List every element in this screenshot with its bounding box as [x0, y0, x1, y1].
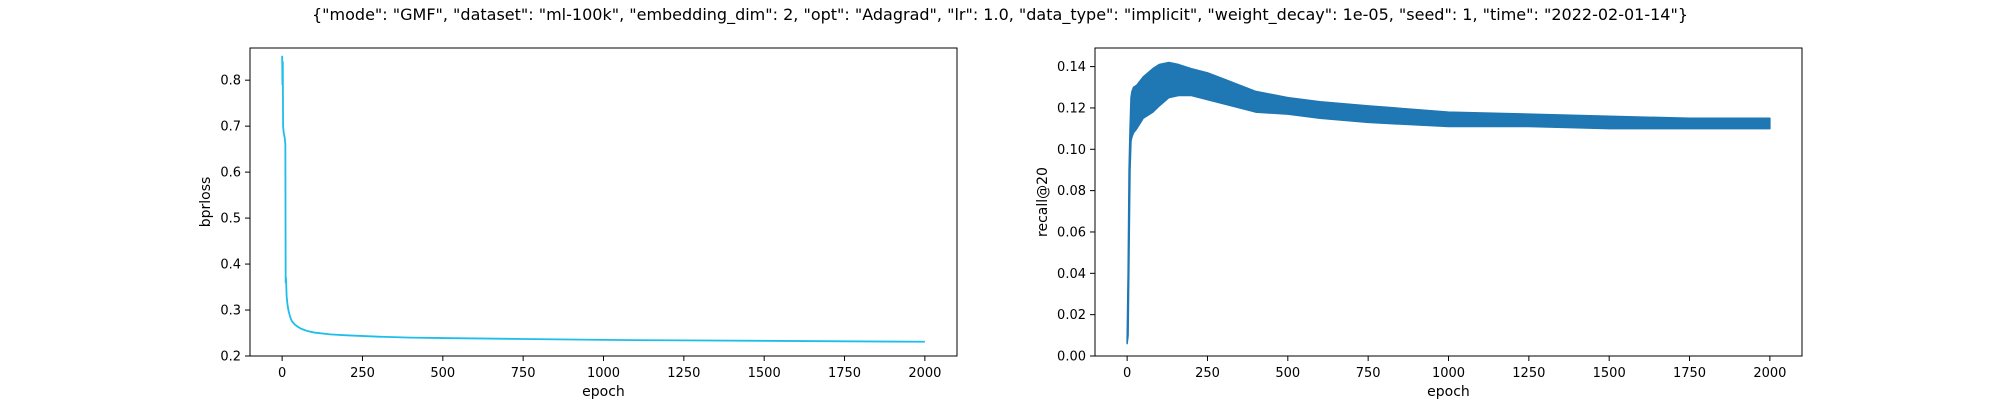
plot-bprloss-series [281, 55, 925, 343]
plot-recall-ylabel: recall@20 [1035, 167, 1051, 237]
x-tick-label: 1250 [1512, 366, 1545, 381]
y-tick-label: 0.8 [220, 74, 241, 89]
y-tick-label: 0.10 [1057, 143, 1086, 158]
y-tick-label: 0.08 [1057, 184, 1086, 199]
x-tick-label: 0 [1123, 366, 1131, 381]
x-tick-label: 1500 [1593, 366, 1626, 381]
plot-recall-x-ticks: 0 250 500 750 1000 1250 1500 1750 2000 [1123, 356, 1786, 381]
y-tick-label: 0.6 [220, 166, 241, 181]
y-tick-label: 0.3 [220, 304, 241, 319]
y-tick-label: 0.14 [1057, 60, 1086, 75]
plot-recall-xlabel: epoch [1427, 384, 1470, 400]
x-tick-label: 500 [1275, 366, 1300, 381]
x-tick-label: 1000 [1432, 366, 1465, 381]
x-tick-label: 750 [511, 366, 536, 381]
x-tick-label: 2000 [1753, 366, 1786, 381]
series-line [281, 55, 925, 343]
series-band [1126, 61, 1771, 345]
y-tick-label: 0.2 [220, 350, 241, 365]
plot-recall-series [1126, 61, 1771, 345]
plot-recall-y-ticks: 0.00 0.02 0.04 0.06 0.08 0.10 0.12 0.14 [1057, 60, 1095, 365]
x-tick-label: 1500 [748, 366, 781, 381]
plot-bprloss-frame [249, 47, 958, 357]
y-tick-label: 0.5 [220, 212, 241, 227]
x-tick-label: 250 [350, 366, 375, 381]
x-tick-label: 1750 [828, 366, 861, 381]
y-tick-label: 0.4 [220, 258, 241, 273]
plot-bprloss-y-ticks: 0.2 0.3 0.4 0.5 0.6 0.7 0.8 [220, 74, 250, 365]
plot-recall: 0 250 500 750 1000 1250 1500 1750 2000 0.000.020… [1035, 47, 1803, 400]
plot-bprloss-ylabel: bprloss [198, 177, 214, 228]
y-tick-label: 0.04 [1057, 267, 1086, 282]
x-tick-label: 2000 [908, 366, 941, 381]
plot-bprloss: 0 250 500 750 1000 1250 1500 1750 2000 0.2 0.3 0.4… [198, 47, 958, 400]
y-tick-label: 0.06 [1057, 225, 1086, 240]
x-tick-label: 1000 [587, 366, 620, 381]
plot-bprloss-xlabel: epoch [582, 384, 625, 400]
x-tick-label: 1750 [1673, 366, 1706, 381]
x-tick-label: 750 [1356, 366, 1381, 381]
x-tick-label: 500 [430, 366, 455, 381]
y-tick-label: 0.12 [1057, 101, 1086, 116]
y-tick-label: 0.02 [1057, 308, 1086, 323]
y-tick-label: 0.7 [220, 120, 241, 135]
x-tick-label: 250 [1195, 366, 1220, 381]
x-tick-label: 0 [278, 366, 286, 381]
plot-bprloss-x-ticks: 0 250 500 750 1000 1250 1500 1750 2000 [278, 356, 941, 381]
y-tick-label: 0.00 [1057, 350, 1086, 365]
x-tick-label: 1250 [667, 366, 700, 381]
figure-suptitle: {"mode": "GMF", "dataset": "ml-100k", "e… [312, 5, 1688, 25]
